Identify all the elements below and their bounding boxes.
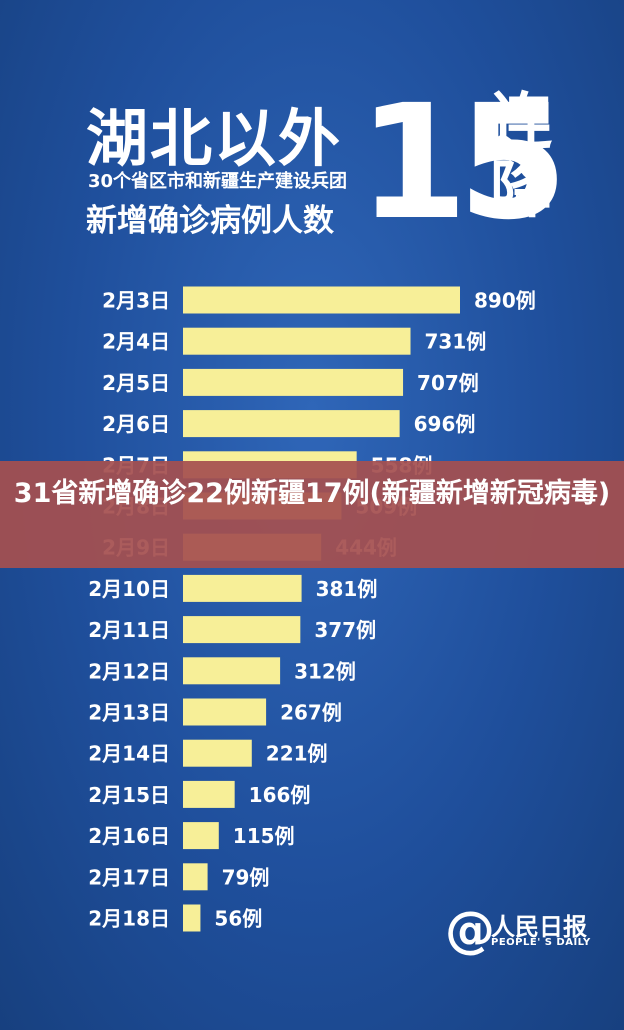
bar [183,368,404,396]
value-label: 731例 [425,330,487,354]
date-label: 2月4日 [102,330,170,354]
value-label: 707例 [417,371,479,395]
date-label: 2月10日 [88,577,170,601]
value-label: 79例 [222,865,270,889]
date-label: 2月14日 [88,742,170,766]
date-label: 2月6日 [102,412,170,436]
value-label: 221例 [266,742,328,766]
bar [183,698,267,726]
date-label: 2月16日 [88,824,170,848]
date-label: 2月13日 [88,701,170,725]
at-icon: @ [445,901,495,959]
bar [183,574,302,602]
date-label: 2月5日 [102,371,170,395]
subtitle-large: 新增确诊病例人数 [86,203,334,239]
bar [183,822,219,850]
bar [183,739,252,767]
header: 湖北以外 30个省区市和新疆生产建设兵团 新增确诊病例人数 15 连降 [0,0,624,270]
streak-label: 连降 [489,85,552,226]
value-label: 267例 [280,701,342,725]
value-label: 56例 [214,907,262,931]
value-label: 166例 [249,783,311,807]
big-number: 15 [358,71,568,255]
bar [183,616,301,644]
date-label: 2月11日 [88,618,170,642]
title-main: 湖北以外 [86,102,343,175]
date-label: 2月15日 [88,783,170,807]
date-label: 2月12日 [88,659,170,683]
headline-text: 31省新增确诊22例新疆17例(新疆新增新冠病毒) [13,478,611,509]
bar [183,657,281,685]
logo-name-en: PEOPLE' S DAILY [491,937,591,948]
bar [183,410,400,438]
bar [183,286,460,314]
date-label: 2月3日 [102,289,170,313]
logo-name-cn: 人民日报 [491,913,587,941]
subtitle-small: 30个省区市和新疆生产建设兵团 [88,171,348,192]
headline-banner[interactable]: 31省新增确诊22例新疆17例(新疆新增新冠病毒) [0,461,624,568]
value-label: 312例 [294,659,356,683]
date-label: 2月17日 [88,865,170,889]
value-label: 377例 [314,618,376,642]
date-label: 2月18日 [88,907,170,931]
value-label: 381例 [316,577,378,601]
bar [183,904,201,932]
value-label: 115例 [233,824,295,848]
value-label: 890例 [474,289,536,313]
bar [183,780,235,808]
bar [183,863,208,891]
bar [183,327,411,355]
value-label: 696例 [414,412,476,436]
peoples-daily-logo: @ 人民日报 PEOPLE' S DAILY [445,901,605,963]
